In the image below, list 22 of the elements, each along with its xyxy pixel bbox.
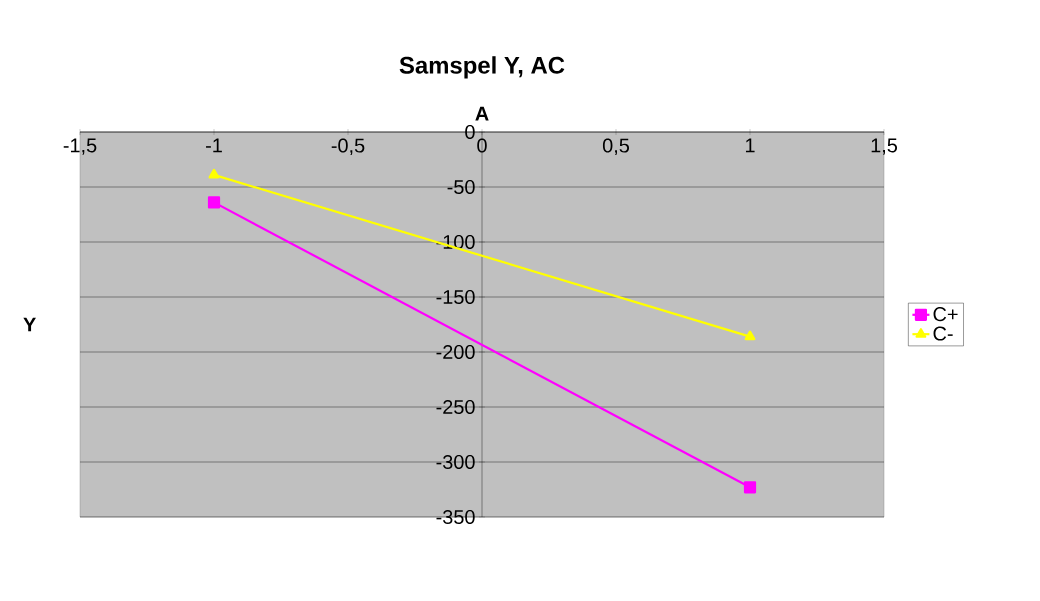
y-tick-label: 0 <box>465 124 475 140</box>
y-axis-title: Y <box>23 317 36 332</box>
y-tick-label: -350 <box>436 509 475 525</box>
y-tick-label: -300 <box>436 454 475 470</box>
y-tick-label: -50 <box>447 179 475 195</box>
x-tick-label: -0,5 <box>331 138 365 155</box>
x-tick-label: 0 <box>477 138 487 153</box>
legend-label: C+ <box>933 307 958 322</box>
x-tick-label: 0,5 <box>602 138 630 155</box>
point <box>743 481 757 494</box>
y-tick-label: -150 <box>436 289 475 305</box>
x-axis-title: A <box>475 106 489 121</box>
y-tick-label: -100 <box>436 234 475 250</box>
y-tick-label: -200 <box>436 344 475 360</box>
chart-title: Samspel Y, AC <box>399 56 565 79</box>
x-tick-label: 1,5 <box>871 138 898 155</box>
point <box>207 196 221 209</box>
x-tick-label: -1,5 <box>63 138 97 155</box>
x-tick-label: -1 <box>206 138 222 153</box>
y-tick-label: -250 <box>436 399 475 415</box>
x-tick-label: 1 <box>745 138 755 153</box>
legend-label: C- <box>933 326 953 341</box>
